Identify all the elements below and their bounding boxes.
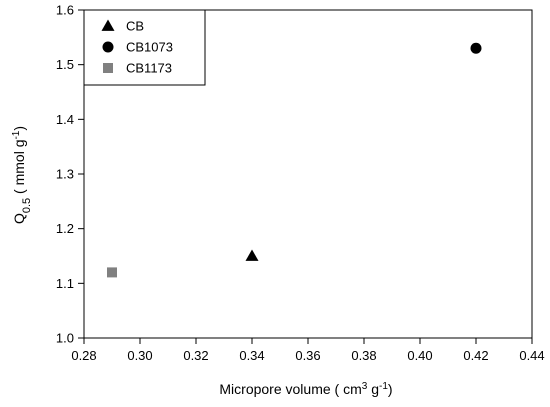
y-tick-label: 1.1	[56, 276, 74, 291]
x-tick-label: 0.30	[127, 348, 152, 363]
legend-label-cb1073: CB1073	[126, 40, 173, 55]
y-tick-label: 1.0	[56, 331, 74, 346]
legend-label-cb1173: CB1173	[126, 61, 172, 76]
legend-marker-cb1173	[103, 63, 113, 73]
y-axis-title-sub: 0.5	[21, 198, 33, 213]
x-axis-title-main: Micropore volume ( cm	[219, 381, 361, 397]
x-axis-title: Micropore volume ( cm3 g-1)	[219, 381, 392, 398]
x-axis-title-end: )	[388, 381, 393, 397]
y-tick-label: 1.3	[56, 167, 74, 182]
legend-marker-cb1073	[102, 41, 114, 53]
y-tick-label: 1.6	[56, 3, 74, 18]
x-tick-label: 0.38	[351, 348, 376, 363]
data-point-cb1073	[470, 42, 482, 54]
y-axis-title-end: )	[11, 126, 27, 131]
x-axis-title-sup: 3	[362, 381, 368, 392]
x-tick-label: 0.36	[295, 348, 320, 363]
x-tick-label: 0.32	[183, 348, 208, 363]
legend-label-cb: CB	[126, 19, 144, 34]
x-tick-label: 0.44	[519, 348, 544, 363]
x-axis-title-sup2: -1	[379, 381, 388, 392]
data-point-cb1173	[107, 267, 117, 278]
x-tick-label: 0.34	[239, 348, 264, 363]
legend-marker-cb	[101, 19, 115, 31]
y-axis-title-mid: ( mmol g	[11, 140, 27, 198]
x-tick-label: 0.28	[71, 348, 96, 363]
x-axis-title-mid: g	[367, 381, 379, 397]
y-tick-label: 1.2	[56, 221, 74, 236]
y-tick-label: 1.4	[56, 112, 74, 127]
y-tick-label: 1.5	[56, 57, 74, 72]
y-axis-title-main: Q	[11, 213, 27, 224]
y-axis-title: Q0.5 ( mmol g-1)	[11, 126, 34, 224]
y-axis-title-sup: -1	[11, 130, 22, 139]
data-point-cb	[245, 249, 259, 261]
x-tick-label: 0.42	[463, 348, 488, 363]
x-tick-label: 0.40	[407, 348, 432, 363]
